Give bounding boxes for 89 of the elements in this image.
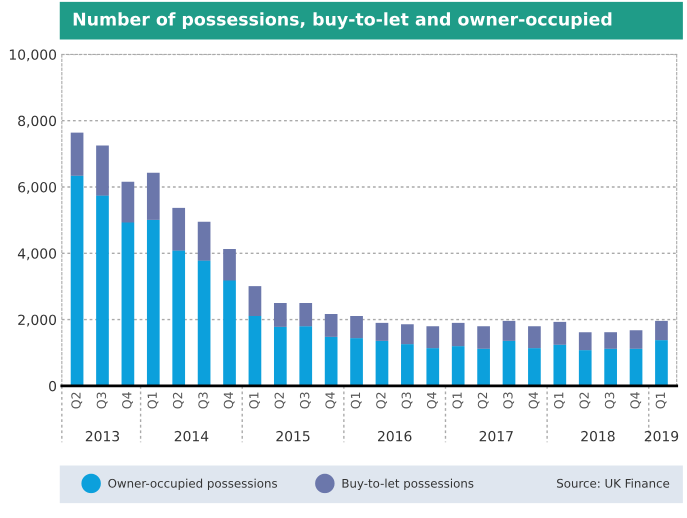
bar [96, 196, 109, 386]
bar [274, 326, 287, 386]
bar [198, 222, 210, 261]
text: 2014 [174, 430, 208, 442]
x-tick-label: Q4 [122, 392, 133, 409]
bar [502, 340, 516, 386]
text: 2017 [480, 430, 513, 442]
bar [528, 348, 541, 386]
x-tick-label: Q3 [96, 392, 108, 409]
bar [248, 286, 262, 316]
y-tick-label: 8,000 [18, 116, 56, 128]
y-tick-label: 4,000 [18, 248, 56, 260]
x-tick-label: Q3 [503, 392, 514, 409]
x-tick-label: Q1 [249, 392, 260, 409]
bar [122, 182, 134, 222]
bar [376, 322, 388, 341]
bar [350, 316, 363, 338]
bar [70, 176, 84, 386]
text: 2013 [86, 430, 120, 442]
x-tick-label: Q4 [426, 392, 438, 409]
x-tick-label: Q2 [376, 392, 388, 409]
x-tick-label: Q3 [300, 392, 311, 409]
bar [248, 316, 262, 386]
bar [172, 250, 186, 386]
x-tick-label: Q1 [147, 392, 158, 409]
x-tick-label: Q2 [172, 392, 184, 409]
text: 2019 [644, 430, 678, 442]
source-note: Source: UK Finance [557, 478, 670, 488]
bar [553, 344, 566, 386]
x-tick-label: Q1 [656, 392, 667, 409]
x-tick-label: Q3 [402, 392, 412, 409]
bar [223, 280, 236, 386]
bar [502, 320, 516, 341]
y-tick-label: 10,000 [10, 49, 56, 62]
bar [274, 303, 287, 327]
y-tick-label: 0 [49, 380, 56, 392]
x-tick-label: Q2 [274, 392, 286, 409]
bar [426, 348, 440, 386]
bar [452, 346, 465, 386]
x-tick-label: Q3 [198, 392, 210, 409]
bar [146, 172, 160, 220]
bar [655, 340, 668, 386]
bar [376, 340, 388, 386]
x-tick-label: Q4 [224, 392, 235, 409]
bar [655, 320, 668, 340]
bar [578, 350, 592, 386]
bar [122, 222, 134, 386]
bar [324, 314, 338, 337]
x-tick-label: Q2 [71, 392, 82, 409]
bar [604, 348, 617, 386]
bar [70, 132, 84, 176]
bar [477, 326, 490, 349]
x-tick-label: Q2 [579, 392, 590, 409]
bar [401, 344, 414, 386]
bar [553, 322, 566, 345]
text: 2015 [276, 430, 310, 442]
y-tick-label: 2,000 [18, 314, 56, 326]
bar [223, 248, 236, 280]
bar [452, 322, 465, 346]
x-tick-label: Q1 [554, 392, 565, 409]
x-tick-label: Q3 [604, 392, 616, 409]
bar [630, 330, 642, 349]
bar [324, 336, 338, 386]
x-tick-label: Q1 [452, 392, 464, 409]
legend-label: Owner-occupied possessions [108, 478, 278, 490]
bar [146, 220, 160, 386]
x-tick-label: Q1 [350, 392, 362, 409]
bar [578, 332, 592, 350]
x-tick-label: Q4 [630, 392, 642, 409]
bar [604, 332, 617, 349]
legend-label: Buy-to-let possessions [342, 478, 474, 490]
bar [401, 324, 414, 344]
bar [426, 326, 440, 348]
bar [299, 326, 312, 386]
x-tick-label: Q4 [325, 392, 336, 409]
bar [299, 303, 312, 326]
x-tick-label: Q4 [528, 392, 540, 409]
bar [528, 326, 541, 348]
text: 2016 [378, 430, 412, 442]
chart-title: Number of possessions, buy-to-let and owner-occupied [74, 12, 612, 30]
bar [96, 146, 109, 196]
y-tick-label: 6,000 [18, 182, 56, 194]
bar [630, 348, 642, 386]
text: 2018 [581, 430, 615, 442]
x-tick-label: Q2 [478, 392, 489, 409]
bar [350, 338, 363, 386]
bar [477, 348, 490, 386]
bar [198, 260, 210, 386]
bar [172, 208, 186, 251]
